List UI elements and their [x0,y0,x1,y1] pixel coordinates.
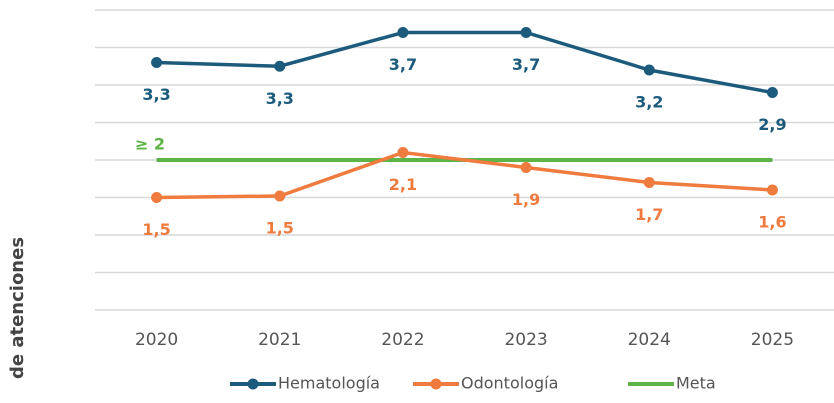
data-label: 1,7 [635,205,663,224]
data-label: 1,5 [266,219,294,238]
series-line [156,150,773,200]
data-label: 3,7 [512,55,540,74]
data-label: 1,6 [758,213,786,232]
point [643,64,655,76]
annotation: ≥ 2 [135,135,165,154]
series-line [156,30,773,95]
data-label: 3,3 [142,85,170,104]
point [520,27,532,38]
x-tick-label: 2025 [751,330,794,350]
data-label: 1,5 [142,220,170,239]
point [151,192,163,203]
point [397,147,409,158]
data-label: 2,9 [758,115,786,134]
point [643,177,655,188]
point [766,184,778,196]
data-label: 2,1 [389,175,417,194]
legend-label: Hematología [278,374,380,393]
x-tick-label: 2022 [381,330,424,350]
x-tick-label: 2024 [628,330,671,350]
x-tick-label: 2023 [504,330,547,350]
point [766,87,778,98]
x-tick-label: 2021 [258,330,301,350]
data-label: 1,9 [512,190,540,209]
legend-marker [430,378,442,390]
point [274,190,286,202]
point [520,162,532,173]
data-label: 3,7 [389,55,417,74]
data-label: 3,2 [635,93,663,112]
point [151,57,163,68]
legend-marker [247,378,259,390]
data-label: 3,3 [266,89,294,108]
y-axis-label: de atenciones [7,237,28,379]
x-tick-label: 2020 [135,330,178,350]
point [397,27,409,38]
point [274,60,286,72]
legend-label: Odontología [461,374,558,393]
legend-label: Meta [676,374,716,393]
